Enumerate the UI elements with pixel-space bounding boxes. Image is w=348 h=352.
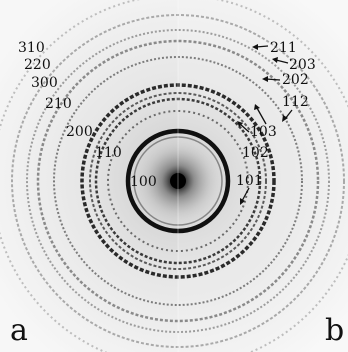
label-210: 210: [45, 96, 72, 112]
label-102: 102: [242, 145, 269, 161]
arrow-103-a: [256, 107, 267, 125]
arrow-202: [265, 78, 281, 81]
label-300: 300: [31, 75, 58, 91]
panel-label-b: b: [325, 313, 344, 348]
arrow-112-head: [282, 115, 288, 122]
ring-210: [53, 56, 303, 306]
ring-310: [11, 14, 345, 348]
label-203: 203: [289, 57, 316, 73]
ring-300: [36, 39, 320, 323]
ring-200: [80, 83, 276, 279]
panel-label-a: a: [10, 313, 28, 348]
label-arrows: [237, 44, 293, 205]
label-103: 103: [250, 124, 277, 140]
label-200: 200: [66, 124, 93, 140]
label-211: 211: [270, 40, 297, 56]
ring-110: [89, 92, 267, 270]
arrow-203: [275, 59, 289, 64]
ring-103: [94, 97, 262, 265]
ring-100: [125, 128, 231, 234]
label-110: 110: [95, 145, 122, 161]
arrow-211-head: [252, 44, 258, 50]
right-ring-labels: 211 203 202 112 103 102 101: [236, 40, 316, 189]
arrow-103-a-head: [254, 104, 260, 110]
arrow-103-b-head: [237, 121, 243, 127]
label-310: 310: [18, 40, 45, 56]
arrow-101: [241, 187, 250, 202]
label-101: 101: [236, 173, 263, 189]
arrow-202-head: [262, 76, 268, 82]
label-220: 220: [24, 57, 51, 73]
ring-102: [107, 110, 249, 252]
arrow-103-b: [239, 123, 250, 133]
label-112: 112: [282, 94, 309, 110]
ring-220: [26, 29, 330, 333]
left-ring-labels: 310 220 300 210 200 110 100: [18, 40, 157, 190]
arrow-203-head: [272, 57, 278, 63]
arrow-101-head: [240, 198, 245, 205]
central-beam: [170, 173, 186, 189]
label-202: 202: [282, 72, 309, 88]
label-100: 100: [130, 174, 157, 190]
